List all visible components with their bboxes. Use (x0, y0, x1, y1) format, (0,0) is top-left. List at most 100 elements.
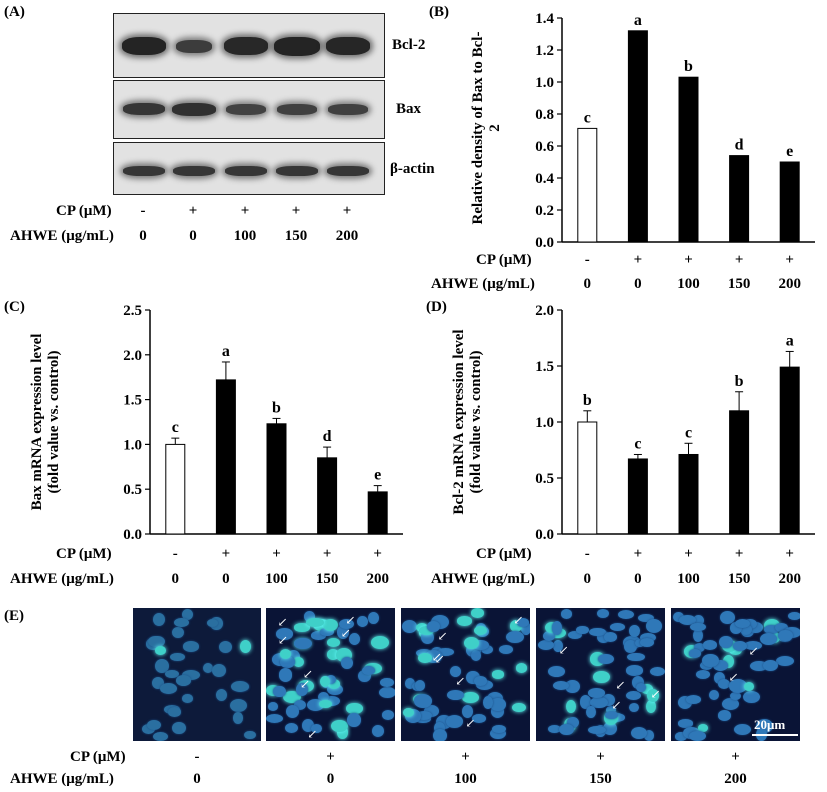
nucleus-icon (565, 699, 577, 714)
nucleus-icon (266, 714, 284, 724)
nucleus-icon (695, 669, 710, 679)
nucleus-icon (693, 615, 705, 627)
nucleus-icon (749, 660, 768, 672)
nucleus-icon (339, 619, 355, 630)
arrow-icon: ↙ (437, 629, 448, 644)
panel-d-ahwe-label: AHWE (μg/mL) (431, 571, 535, 587)
arrow-icon: ↙ (465, 716, 476, 731)
nucleus-icon (302, 719, 315, 732)
nucleus-icon (702, 653, 719, 668)
panel-c-cp-value: + (373, 546, 382, 562)
nucleus-icon (625, 665, 643, 676)
significance-letter: b (735, 373, 744, 390)
blot-band (326, 37, 370, 55)
nucleus-icon (446, 690, 465, 701)
nucleus-icon (743, 618, 757, 629)
nucleus-icon (266, 684, 281, 696)
bar (627, 458, 648, 535)
significance-letter: b (272, 399, 281, 416)
nucleus-icon (174, 617, 190, 628)
nucleus-icon (303, 610, 316, 622)
nucleus-icon (151, 676, 164, 689)
panel-c-ahwe-label: AHWE (μg/mL) (10, 571, 114, 587)
significance-letter: e (374, 467, 381, 484)
panel-b-ahwe-value: 100 (677, 276, 700, 292)
nucleus-icon (764, 624, 780, 634)
nucleus-icon (689, 622, 707, 632)
nucleus-icon (776, 656, 794, 666)
nucleus-icon (686, 695, 702, 705)
significance-letter: a (222, 343, 230, 360)
panel-c-ahwe-value: 150 (315, 571, 339, 587)
panel-a-cp-value: - (140, 203, 146, 219)
blot-bax (113, 80, 385, 139)
nucleus-icon (423, 705, 439, 717)
panel-c-cp-value: + (221, 546, 231, 562)
nucleus-icon (547, 666, 566, 677)
bar (678, 76, 699, 243)
bar (779, 366, 800, 535)
blot-label-bax: Bax (396, 101, 422, 117)
nucleus-icon (688, 649, 702, 659)
nucleus-icon (481, 645, 494, 655)
nucleus-icon (368, 611, 380, 624)
nucleus-icon (292, 656, 304, 667)
nucleus-icon (624, 639, 638, 654)
nucleus-icon (319, 700, 332, 709)
arrow-icon: ↙ (455, 674, 466, 689)
nucleus-icon (640, 683, 653, 695)
panel-c-ahwe-value: 0 (222, 571, 230, 587)
nucleus-icon (472, 639, 489, 651)
panel-d-ahwe-value: 0 (583, 571, 592, 587)
nucleus-icon (347, 713, 361, 727)
panel-e-label: (E) (4, 608, 24, 624)
nucleus-icon (306, 618, 324, 627)
nucleus-icon (729, 622, 743, 634)
blot-label-beta-actin: β-actin (390, 161, 435, 177)
panel-b-cp-value: - (584, 252, 590, 268)
blot-band (123, 103, 165, 115)
nucleus-icon (720, 610, 736, 625)
nucleus-icon (170, 653, 185, 662)
nucleus-icon (713, 659, 729, 671)
panel-d-cp-value: + (785, 546, 794, 562)
nucleus-icon (296, 683, 309, 696)
nucleus-icon (419, 625, 434, 636)
nucleus-icon (273, 685, 286, 698)
nucleus-icon (348, 632, 361, 646)
panel-e-ahwe-value: 200 (724, 771, 747, 787)
nucleus-icon (474, 625, 488, 636)
panel-e-ahwe-value: 0 (193, 771, 201, 787)
blot-band (176, 39, 212, 53)
nucleus-icon (172, 722, 186, 735)
nucleus-icon (148, 635, 165, 648)
nucleus-icon (371, 724, 384, 737)
panel-e-cp-value: + (731, 749, 740, 765)
nucleus-icon (646, 619, 663, 633)
nucleus-icon (689, 731, 706, 741)
nucleus-icon (457, 616, 472, 626)
nucleus-icon (587, 725, 606, 734)
nucleus-icon (491, 724, 507, 734)
panel-c-label: (C) (4, 299, 25, 315)
blot-band (123, 166, 165, 176)
y-tick-label: 0.5 (123, 482, 142, 498)
panel-b-cp-value: + (684, 252, 693, 268)
nucleus-icon (182, 640, 200, 652)
nucleus-icon (721, 697, 740, 710)
blot-band (224, 37, 268, 55)
nucleus-icon (567, 630, 583, 640)
nucleus-icon (719, 635, 733, 648)
nucleus-icon (203, 663, 214, 674)
blot-band (327, 166, 369, 176)
nucleus-icon (585, 705, 596, 719)
panel-a-ahwe-value: 200 (335, 228, 359, 244)
nucleus-icon (552, 639, 563, 652)
blot-band (225, 166, 267, 176)
arrow-icon: ↙ (302, 666, 313, 681)
nucleus-icon (172, 627, 184, 639)
nucleus-icon (327, 638, 341, 647)
nucleus-icon (336, 726, 348, 739)
nucleus-icon (551, 621, 562, 635)
nucleus-icon (722, 655, 735, 669)
